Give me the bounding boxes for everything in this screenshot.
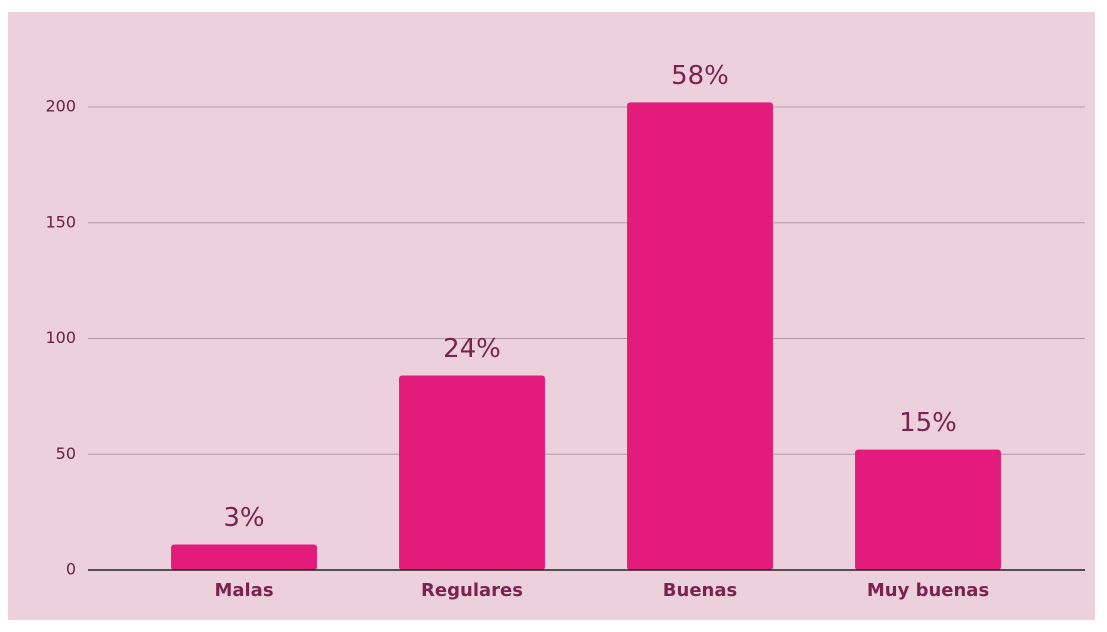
x-tick-label: Muy buenas: [867, 580, 989, 601]
x-tick-label: Buenas: [663, 580, 737, 601]
data-label: 24%: [443, 334, 501, 364]
bar: [627, 102, 773, 571]
bar: [855, 449, 1001, 570]
y-tick-label: 150: [45, 212, 76, 231]
y-tick-label: 0: [66, 560, 76, 579]
data-label: 15%: [899, 408, 957, 438]
y-tick-label: 100: [45, 328, 76, 347]
y-tick-label: 50: [56, 444, 76, 463]
y-tick-label: 200: [45, 97, 76, 116]
bar: [399, 375, 545, 570]
x-tick-label: Regulares: [421, 580, 523, 601]
data-label: 3%: [223, 503, 264, 533]
data-label: 58%: [671, 61, 729, 91]
bar: [171, 544, 317, 570]
x-tick-label: Malas: [214, 580, 273, 601]
